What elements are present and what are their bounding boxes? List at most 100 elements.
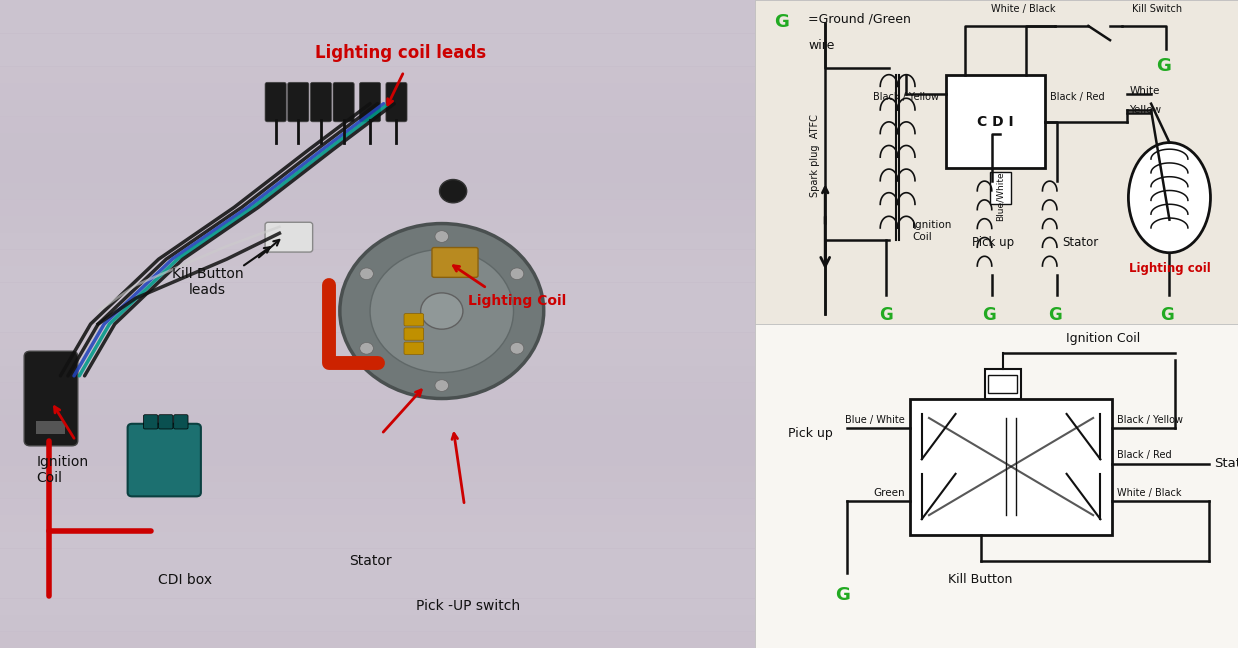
Bar <box>946 75 1045 168</box>
Bar <box>0 615 755 631</box>
Circle shape <box>360 343 374 354</box>
Bar <box>910 399 1113 535</box>
Bar <box>0 582 755 598</box>
Bar <box>755 324 1238 648</box>
Text: C D I: C D I <box>977 115 1014 128</box>
Text: Spark plug  ATFC: Spark plug ATFC <box>810 114 820 197</box>
Bar <box>0 499 755 515</box>
Text: White: White <box>1129 86 1160 96</box>
FancyBboxPatch shape <box>386 82 407 122</box>
Bar <box>0 216 755 233</box>
Bar <box>0 432 755 448</box>
Text: Yellow: Yellow <box>1129 106 1161 115</box>
Circle shape <box>435 380 448 391</box>
Text: Pick up: Pick up <box>787 426 832 439</box>
Bar <box>0 67 755 83</box>
Text: Ignition
Coil: Ignition Coil <box>36 455 88 485</box>
Bar <box>755 0 1238 324</box>
Bar <box>0 599 755 615</box>
Text: Pick -UP switch: Pick -UP switch <box>416 599 520 613</box>
Text: G: G <box>1160 306 1174 324</box>
Circle shape <box>439 179 467 203</box>
Circle shape <box>510 343 524 354</box>
Text: Kill Button: Kill Button <box>948 573 1013 586</box>
Text: Stator: Stator <box>1062 237 1098 249</box>
Bar <box>0 1 755 17</box>
Circle shape <box>510 268 524 280</box>
FancyBboxPatch shape <box>287 82 308 122</box>
Text: G: G <box>834 586 849 605</box>
FancyBboxPatch shape <box>265 222 313 252</box>
Bar <box>0 449 755 465</box>
FancyBboxPatch shape <box>404 342 423 354</box>
Bar <box>0 549 755 565</box>
Bar <box>0 233 755 249</box>
Bar <box>0 299 755 316</box>
FancyBboxPatch shape <box>333 82 354 122</box>
Circle shape <box>421 293 463 329</box>
Circle shape <box>360 268 374 280</box>
Bar <box>0 349 755 365</box>
Bar <box>0 117 755 133</box>
FancyBboxPatch shape <box>265 82 286 122</box>
Bar <box>0 133 755 150</box>
Bar <box>0 51 755 67</box>
FancyBboxPatch shape <box>25 351 78 446</box>
Text: Black / Red: Black / Red <box>1118 450 1172 460</box>
Text: Ignition Coil: Ignition Coil <box>1066 332 1140 345</box>
Circle shape <box>1128 143 1211 253</box>
Circle shape <box>435 231 448 242</box>
Bar <box>0 399 755 415</box>
Bar <box>0 283 755 299</box>
Text: G: G <box>1156 57 1171 75</box>
Bar <box>0 266 755 283</box>
Bar <box>0 183 755 200</box>
FancyBboxPatch shape <box>359 82 380 122</box>
Bar <box>0 200 755 216</box>
FancyBboxPatch shape <box>404 328 423 340</box>
Text: Stator: Stator <box>1213 457 1238 470</box>
Bar <box>0 150 755 166</box>
Text: Stator: Stator <box>349 553 391 568</box>
Circle shape <box>339 224 543 399</box>
Text: White / Black: White / Black <box>1118 489 1182 498</box>
Text: Blue/White: Blue/White <box>995 172 1005 222</box>
Circle shape <box>370 249 514 373</box>
Text: Green: Green <box>873 489 905 498</box>
Bar <box>0 249 755 266</box>
FancyBboxPatch shape <box>432 248 478 277</box>
Text: G: G <box>879 306 893 324</box>
Bar <box>0 466 755 482</box>
FancyBboxPatch shape <box>144 415 157 429</box>
Bar <box>36 421 64 434</box>
Bar <box>989 172 1011 204</box>
Text: CDI box: CDI box <box>158 573 212 587</box>
Text: Pick up: Pick up <box>973 237 1015 249</box>
Text: G: G <box>1047 306 1061 324</box>
Text: =Ground /Green: =Ground /Green <box>808 13 911 26</box>
Bar <box>0 17 755 33</box>
Bar <box>0 100 755 116</box>
Bar <box>0 167 755 183</box>
Bar <box>0 632 755 648</box>
FancyBboxPatch shape <box>128 424 201 496</box>
Bar <box>0 516 755 532</box>
Bar <box>0 332 755 349</box>
Text: Kill Button
leads: Kill Button leads <box>172 267 244 297</box>
Bar <box>0 34 755 50</box>
Text: Black / Yellow: Black / Yellow <box>874 93 940 102</box>
FancyBboxPatch shape <box>158 415 173 429</box>
FancyBboxPatch shape <box>404 314 423 326</box>
FancyBboxPatch shape <box>311 82 332 122</box>
Text: Blue / White: Blue / White <box>846 415 905 425</box>
Text: Black / Red: Black / Red <box>1050 93 1104 102</box>
Bar <box>0 84 755 100</box>
Bar <box>0 382 755 399</box>
Text: G: G <box>775 13 790 31</box>
Text: Lighting coil leads: Lighting coil leads <box>314 43 485 62</box>
Text: White / Black: White / Black <box>990 4 1056 14</box>
Text: Lighting coil: Lighting coil <box>1129 262 1211 275</box>
Text: Lighting Coil: Lighting Coil <box>468 294 567 308</box>
Text: Ignition
Coil: Ignition Coil <box>912 220 952 242</box>
Bar <box>0 316 755 332</box>
